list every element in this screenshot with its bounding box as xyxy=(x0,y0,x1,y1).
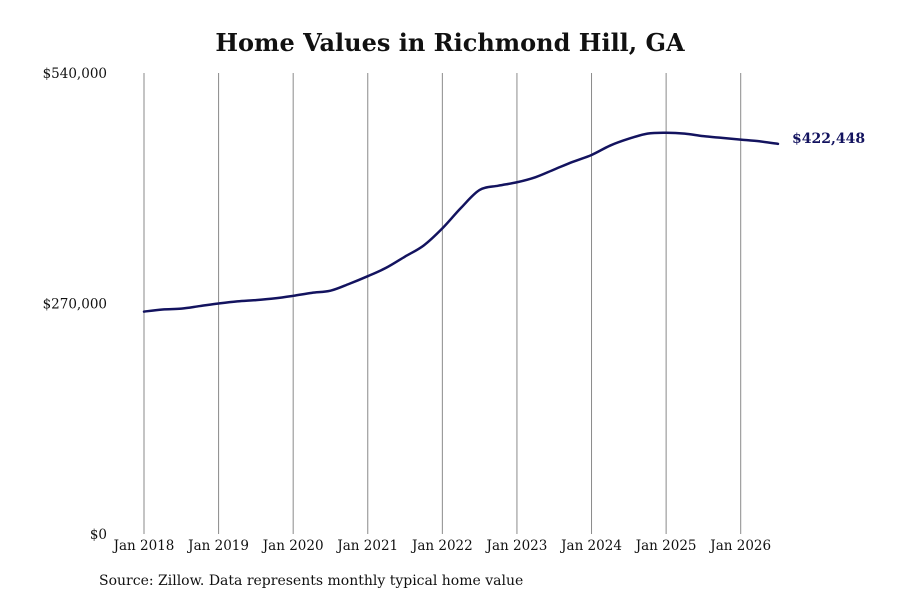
x-tick-label: Jan 2021 xyxy=(335,538,398,554)
x-axis-ticks: Jan 2018 Jan 2019 Jan 2020 Jan 2021 Jan 2022… xyxy=(112,538,772,554)
y-tick-label: $270,000 xyxy=(43,297,107,313)
x-tick-label: Jan 2025 xyxy=(634,538,697,554)
x-tick-label: Jan 2019 xyxy=(186,538,249,554)
x-tick-label: Jan 2022 xyxy=(410,538,473,554)
series-line xyxy=(142,131,780,313)
end-value-label: $422,448 xyxy=(792,131,865,147)
y-tick-label: $540,000 xyxy=(43,66,107,82)
x-tick-label: Jan 2020 xyxy=(261,538,324,554)
x-tick-label: Jan 2026 xyxy=(708,538,771,554)
series xyxy=(142,131,780,313)
y-axis-ticks: $0 $270,000 $540,000 xyxy=(43,66,107,543)
y-tick-label: $0 xyxy=(90,527,107,543)
chart-title: Home Values in Richmond Hill, GA xyxy=(215,28,685,57)
x-tick-label: Jan 2024 xyxy=(559,538,622,554)
x-tick-label: Jan 2023 xyxy=(485,538,548,554)
x-tick-label: Jan 2018 xyxy=(112,538,175,554)
gridlines xyxy=(143,73,742,534)
source-note: Source: Zillow. Data represents monthly … xyxy=(99,573,524,589)
